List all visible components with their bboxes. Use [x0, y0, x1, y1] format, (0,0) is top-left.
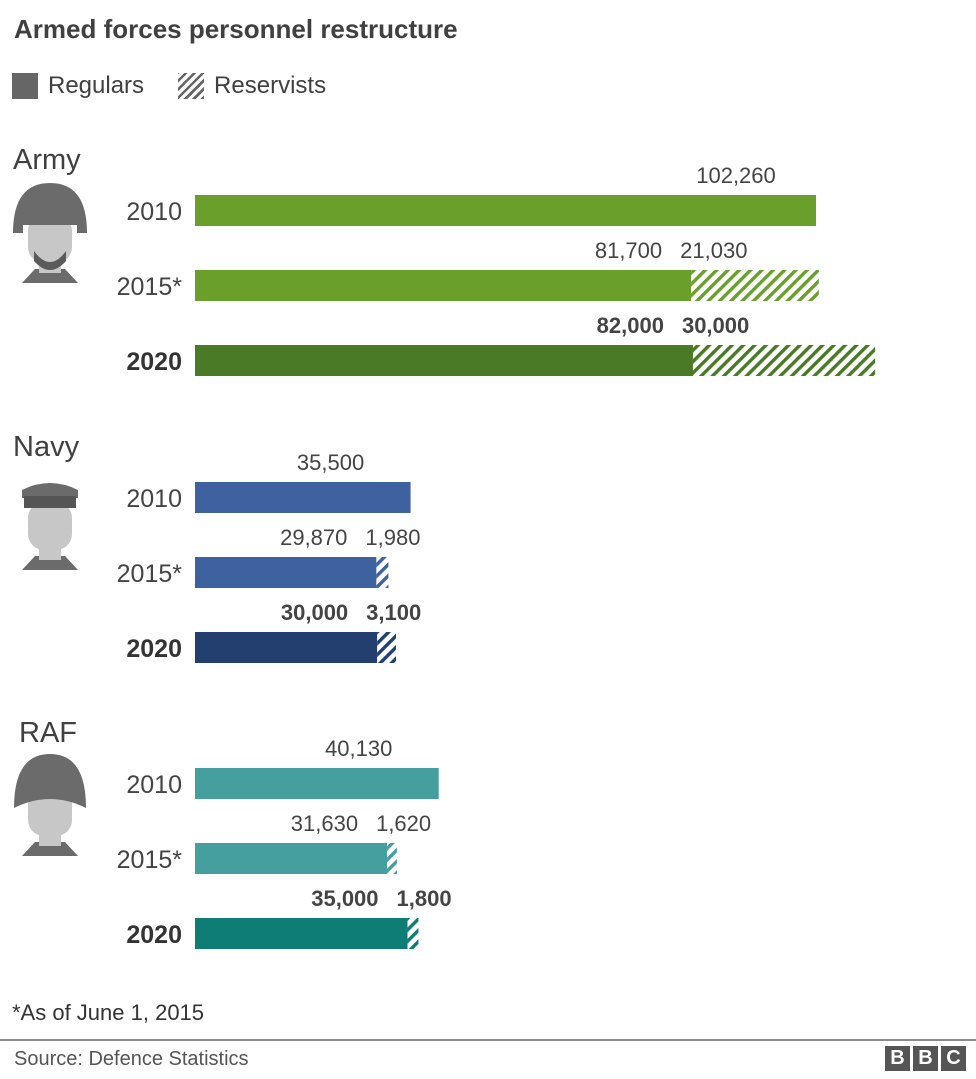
data-label-regulars: 29,870 — [280, 525, 347, 550]
source-note: Source: Defence Statistics — [14, 1048, 249, 1070]
data-label-reservists: 30,000 — [682, 313, 749, 338]
year-label: 2020 — [126, 921, 182, 949]
bar-regulars — [195, 632, 378, 663]
data-label-regulars: 35,500 — [297, 450, 364, 475]
year-label: 2020 — [126, 348, 182, 376]
bar-regulars — [195, 195, 816, 226]
group-label-raf: RAF — [19, 717, 77, 749]
bar-reservists — [692, 345, 876, 376]
bar-regulars — [195, 482, 411, 513]
chart-title: Armed forces personnel restructure — [14, 14, 458, 44]
year-label: 2010 — [126, 771, 182, 799]
year-label: 2010 — [126, 198, 182, 226]
regulars-swatch — [12, 73, 38, 99]
bar-reservists — [407, 918, 419, 949]
footnote: *As of June 1, 2015 — [12, 1000, 205, 1025]
bbc-logo: B B C — [885, 1046, 966, 1071]
group-label-army: Army — [13, 144, 81, 176]
data-label-reservists: 1,620 — [376, 811, 431, 836]
legend: Regulars Reservists — [12, 70, 360, 102]
bar-reservists — [691, 270, 819, 301]
data-label-regulars: 102,260 — [696, 163, 776, 188]
data-label-reservists: 1,980 — [365, 525, 420, 550]
bbc-logo-letter: C — [941, 1046, 966, 1071]
legend-label-regulars: Regulars — [48, 72, 145, 99]
data-label-regulars: 35,000 — [311, 886, 378, 911]
legend-item-regulars: Regulars — [12, 72, 144, 100]
data-label-regulars: 30,000 — [281, 600, 348, 625]
bar-regulars — [195, 768, 439, 799]
data-label-regulars: 81,700 — [595, 238, 662, 263]
bbc-logo-letter: B — [913, 1046, 938, 1071]
bar-chart: Army 2010 102,260 2015* 81,700 21,030 2020 82,0… — [13, 144, 876, 949]
year-label: 2015* — [117, 560, 183, 588]
bar-reservists — [387, 843, 397, 874]
reservists-swatch — [178, 73, 205, 99]
raf-airman-helmet-icon — [14, 754, 86, 856]
bar-reservists — [377, 632, 397, 663]
year-label: 2020 — [126, 635, 182, 663]
divider — [0, 1039, 976, 1041]
group-label-navy: Navy — [13, 431, 80, 463]
year-label: 2015* — [117, 273, 183, 301]
bar-regulars — [195, 345, 693, 376]
bar-regulars — [195, 270, 692, 301]
data-label-regulars: 40,130 — [325, 736, 392, 761]
bbc-logo-letter: B — [885, 1046, 910, 1071]
navy-sailor-cap-icon — [22, 483, 78, 570]
bar-regulars — [195, 843, 388, 874]
data-label-regulars: 31,630 — [291, 811, 358, 836]
data-label-reservists: 1,800 — [397, 886, 452, 911]
army-soldier-helmet-icon — [13, 183, 87, 283]
data-label-reservists: 3,100 — [366, 600, 421, 625]
bar-reservists — [376, 557, 389, 588]
bar-regulars — [195, 918, 408, 949]
year-label: 2015* — [117, 846, 183, 874]
legend-label-reservists: Reservists — [214, 72, 327, 99]
bar-regulars — [195, 557, 377, 588]
data-label-reservists: 21,030 — [680, 238, 747, 263]
year-label: 2010 — [126, 485, 182, 513]
data-label-regulars: 82,000 — [597, 313, 664, 338]
legend-item-reservists: Reservists — [178, 72, 326, 100]
